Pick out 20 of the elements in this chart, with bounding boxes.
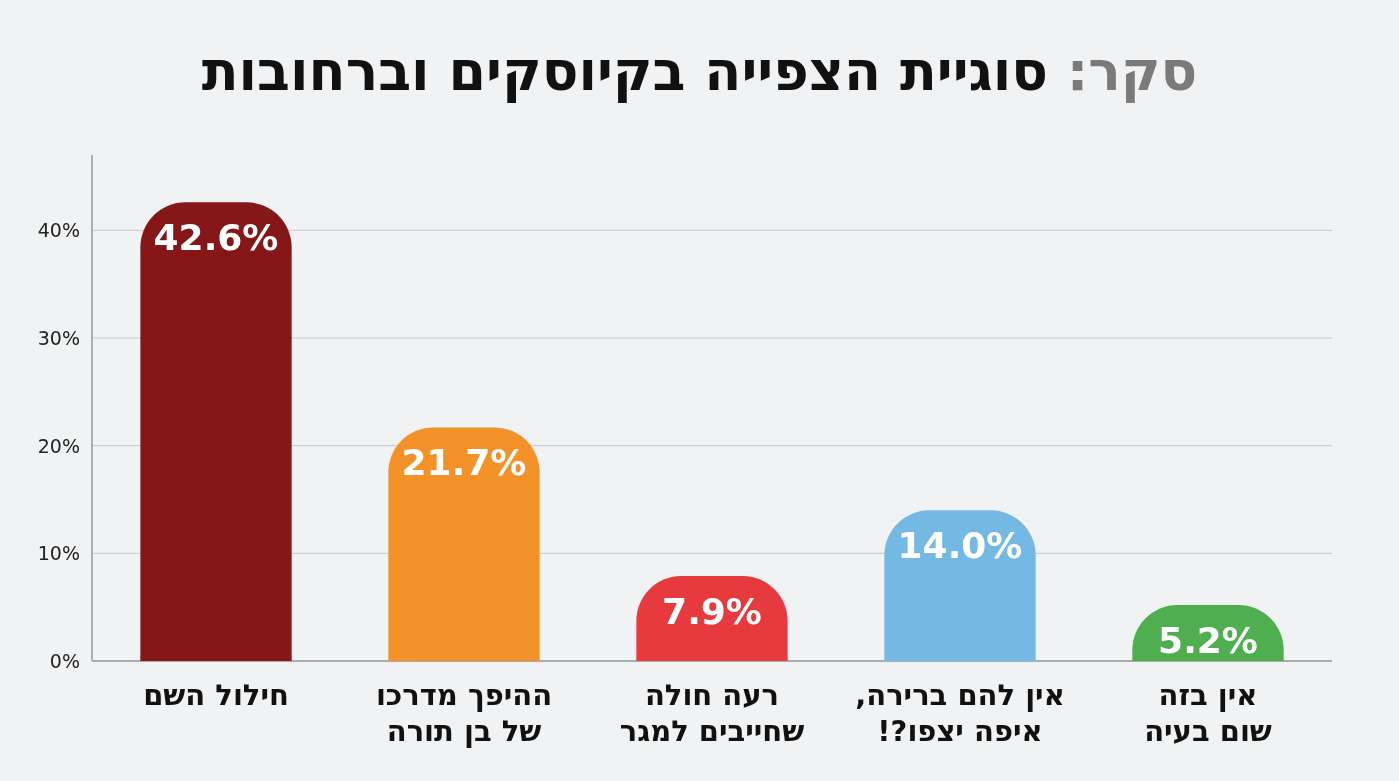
bar [884, 510, 1036, 661]
data-label: 42.6% [153, 217, 279, 259]
chart-title: סקר: סוגיית הצפייה בקיוסקים וברחובות [201, 40, 1198, 103]
x-tick-label: רעה חולה שחייבים למגר [619, 678, 805, 748]
bar [636, 575, 788, 661]
data-label: 5.2% [1158, 620, 1258, 662]
y-tick-label: 40% [37, 219, 80, 242]
bar [140, 202, 292, 661]
x-tick-label: חילול השם [143, 678, 289, 712]
y-tick-label: 20% [37, 434, 80, 457]
bar [388, 427, 540, 661]
y-tick-label: 0% [49, 650, 80, 672]
data-label: 7.9% [662, 590, 762, 632]
data-label: 14.0% [897, 525, 1023, 567]
y-tick-label: 10% [37, 542, 80, 565]
x-tick-label: אין בזה שום בעיה [1144, 678, 1272, 748]
x-tick-label: ההיפך מדרכו של בן תורה [375, 678, 553, 748]
data-label: 21.7% [401, 442, 527, 484]
x-tick-label: אין להם ברירה, איפה יצפו?! [855, 678, 1065, 748]
y-tick-label: 30% [37, 327, 80, 350]
